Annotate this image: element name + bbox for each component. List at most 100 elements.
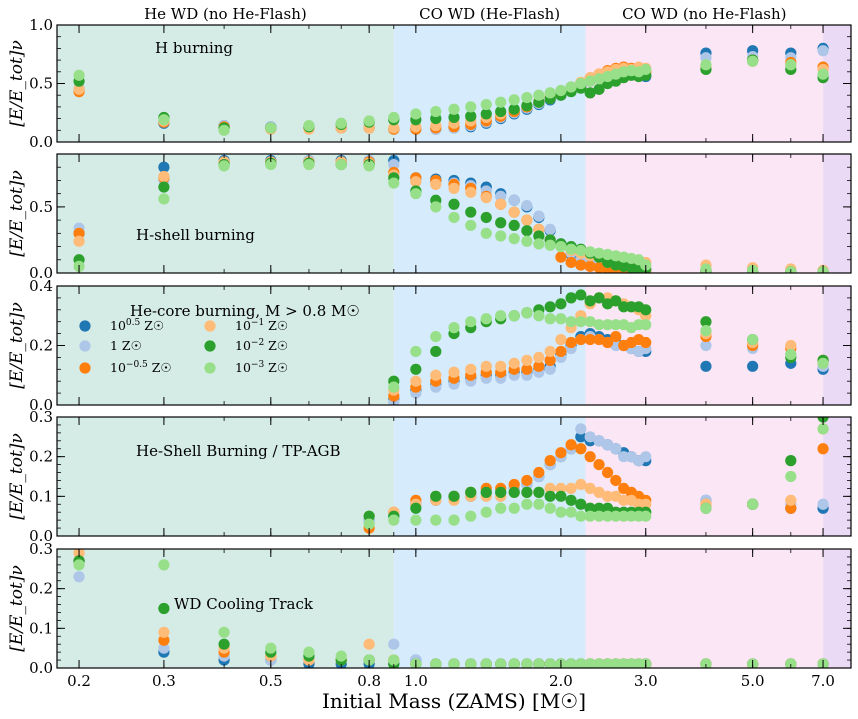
data-point-s6-7: [495, 310, 507, 322]
data-point-s6-2: [158, 559, 170, 571]
data-point-s6-5: [448, 514, 460, 526]
y-tick-label: 0.0: [29, 659, 53, 677]
legend-marker-1: [79, 320, 91, 332]
legend: 100.5 Z☉ 1 Z☉ 10−0.5 Z☉ 10−1 Z☉ 10−2 Z☉ 10−3 …: [79, 318, 288, 375]
x-tick-label: 0.2: [67, 672, 91, 690]
data-point-s6-15: [508, 94, 520, 106]
data-point-s1-23: [700, 360, 712, 372]
data-point-s5-17: [533, 230, 545, 242]
data-point-s5-12: [465, 110, 477, 122]
data-point-s6-22: [584, 658, 596, 668]
data-point-s5-3: [410, 502, 422, 514]
data-point-s6-4: [265, 158, 277, 171]
data-point-s5-23: [700, 316, 712, 328]
y-tick-label: 1.0: [29, 16, 53, 34]
data-point-s6-25: [747, 498, 759, 510]
data-point-s6-20: [565, 658, 577, 668]
data-point-s6-5: [303, 158, 315, 171]
data-point-s4-8: [508, 357, 520, 369]
region-band-3: [585, 549, 824, 668]
data-point-s6-17: [533, 238, 545, 250]
panel-2: 0.0 0.5 H-shell burning [E/E_tot]ν: [7, 153, 852, 282]
data-point-s6-3: [430, 330, 442, 343]
data-point-s6-11: [448, 658, 460, 668]
data-point-s6-2: [158, 193, 170, 205]
data-point-s6-5: [303, 120, 315, 132]
data-point-s5-17: [593, 502, 605, 514]
data-point-s3-2: [158, 634, 170, 646]
data-point-s5-15: [575, 498, 587, 510]
data-point-s3-19: [610, 474, 622, 487]
data-point-s6-23: [593, 247, 605, 259]
panel-title: WD Cooling Track: [174, 595, 314, 613]
data-point-s1-24: [747, 360, 759, 372]
data-point-s4-4: [448, 366, 460, 378]
data-point-s5-13: [555, 490, 567, 502]
data-point-s6-18: [544, 658, 556, 668]
data-point-s3-12: [555, 345, 567, 358]
data-point-s4-12: [544, 482, 556, 494]
data-point-s4-16: [584, 482, 596, 494]
data-point-s6-33: [817, 68, 829, 80]
data-point-s6-16: [521, 235, 533, 247]
data-point-s6-25: [785, 348, 797, 361]
data-point-s4-5: [465, 363, 477, 375]
data-point-s2-33: [817, 45, 829, 57]
panel-points: [388, 289, 829, 405]
data-point-s6-17: [533, 89, 545, 101]
data-point-s6-13: [480, 98, 492, 111]
data-point-s6-8: [388, 111, 400, 124]
data-point-s5-10: [521, 486, 533, 498]
data-point-s6-8: [388, 177, 400, 189]
data-point-s6-1: [73, 69, 85, 81]
data-point-s6-9: [521, 307, 533, 319]
data-point-s5-18: [610, 295, 622, 307]
data-point-s6-22: [584, 246, 596, 258]
data-point-s4-16: [521, 214, 533, 226]
panel-frame: [56, 416, 852, 537]
data-point-s3-20: [565, 256, 577, 269]
data-point-s2-17: [533, 210, 545, 222]
data-point-s2-2: [158, 642, 170, 654]
region-label-1: He WD (no He-Flash): [144, 5, 307, 23]
data-point-s6-14: [565, 506, 577, 518]
data-point-s5-2: [158, 602, 170, 615]
data-point-s6-18: [544, 239, 556, 251]
data-point-s2-16: [521, 199, 533, 212]
data-point-s5-14: [565, 494, 577, 506]
data-point-s6-14: [495, 658, 507, 668]
region-band-1: [57, 154, 394, 273]
data-point-s4-3: [430, 369, 442, 381]
data-point-s3-9: [521, 363, 533, 375]
data-point-s6-1: [73, 559, 85, 571]
data-point-s5-11: [448, 111, 460, 124]
data-point-s6-2: [158, 114, 170, 126]
region-band-4: [823, 549, 851, 668]
data-point-s4-13: [480, 192, 492, 204]
region-band-1: [57, 286, 394, 405]
y-axis-label: [E/E_tot]ν: [7, 170, 27, 257]
data-point-s6-9: [410, 108, 422, 120]
data-point-s6-8: [388, 654, 400, 666]
data-point-s3-12: [544, 455, 556, 467]
data-point-s2-8: [388, 638, 400, 650]
legend-label-2: 1 Z☉: [110, 338, 142, 353]
data-point-s6-14: [495, 230, 507, 242]
data-point-s3-18: [601, 466, 614, 479]
data-point-s4-9: [410, 176, 422, 188]
data-point-s6-4: [430, 514, 442, 526]
data-point-s4-23: [640, 498, 652, 510]
legend-marker-4: [204, 320, 216, 332]
data-point-s4-18: [601, 490, 614, 502]
data-point-s6-13: [555, 506, 567, 518]
region-band-2: [393, 549, 586, 668]
data-point-s5-14: [575, 289, 587, 301]
data-point-s3-10: [521, 474, 533, 487]
data-point-s5-16: [521, 225, 533, 237]
data-point-s6-30: [700, 658, 712, 668]
data-point-s3-21: [575, 259, 587, 271]
data-point-s4-10: [533, 351, 545, 363]
data-point-s6-6: [480, 313, 492, 325]
data-point-s6-7: [363, 115, 375, 127]
legend-label-6: 10−3 Z☉: [235, 360, 288, 375]
